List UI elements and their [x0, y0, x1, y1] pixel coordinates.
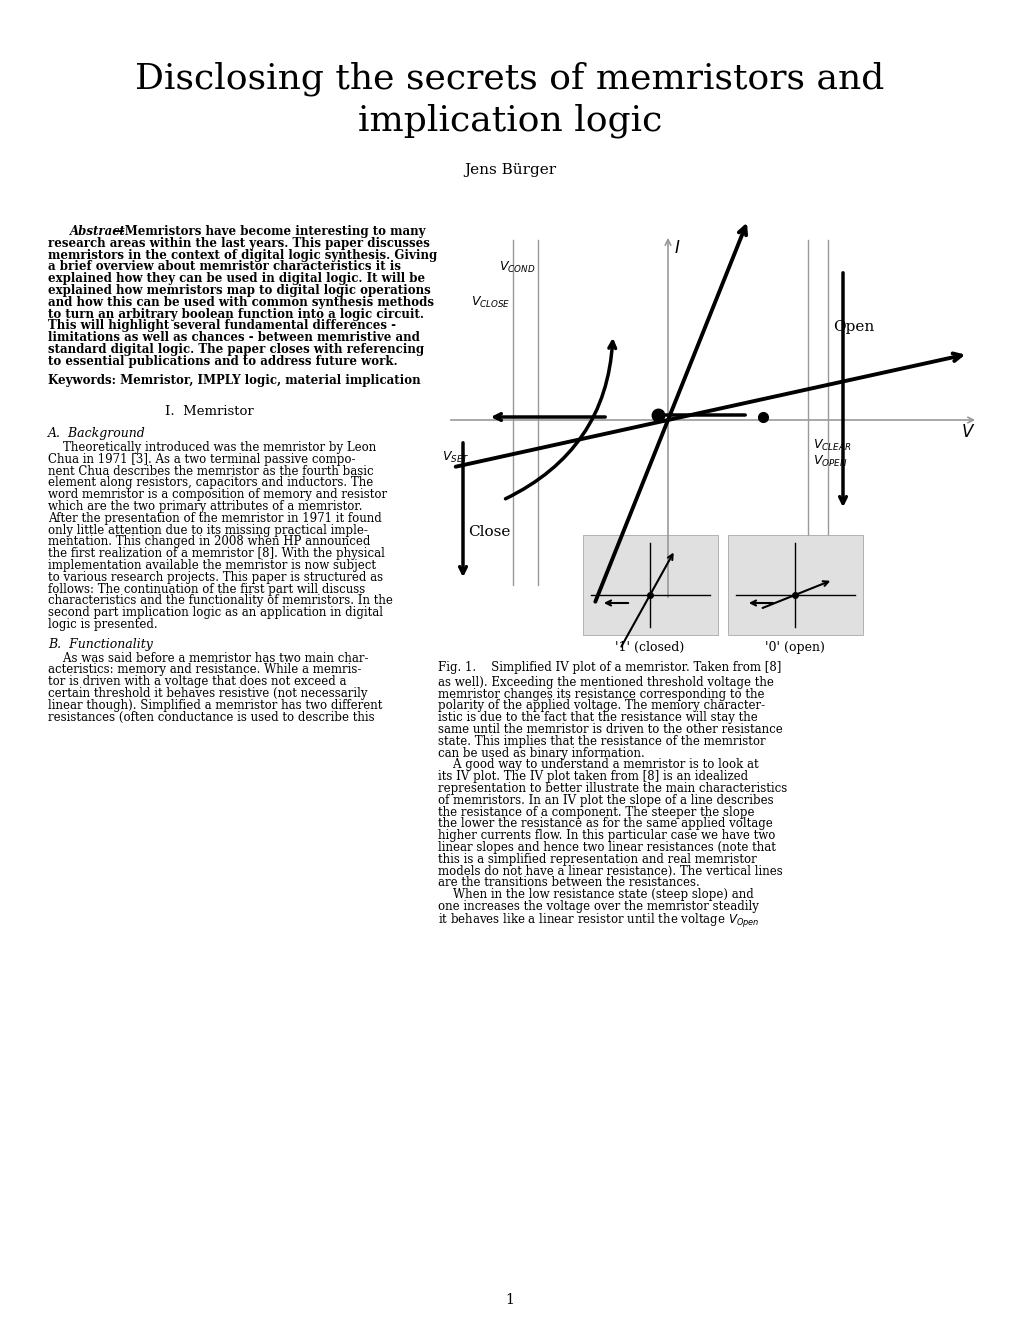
Text: implementation available the memristor is now subject: implementation available the memristor i… — [48, 558, 376, 572]
Text: tor is driven with a voltage that does not exceed a: tor is driven with a voltage that does n… — [48, 676, 346, 688]
Text: element along resistors, capacitors and inductors. The: element along resistors, capacitors and … — [48, 477, 373, 490]
Text: resistances (often conductance is used to describe this: resistances (often conductance is used t… — [48, 710, 374, 723]
Text: as well). Exceeding the mentioned threshold voltage the: as well). Exceeding the mentioned thresh… — [437, 676, 773, 689]
Text: which are the two primary attributes of a memristor.: which are the two primary attributes of … — [48, 500, 362, 513]
Text: certain threshold it behaves resistive (not necessarily: certain threshold it behaves resistive (… — [48, 686, 367, 700]
Text: 1: 1 — [505, 1294, 514, 1307]
Text: nent Chua describes the memristor as the fourth basic: nent Chua describes the memristor as the… — [48, 465, 373, 478]
Text: and how this can be used with common synthesis methods: and how this can be used with common syn… — [48, 296, 433, 309]
Text: $V_{CLEAR}$: $V_{CLEAR}$ — [812, 438, 851, 453]
Text: Theoretically introduced was the memristor by Leon: Theoretically introduced was the memrist… — [48, 441, 376, 454]
Text: linear though). Simplified a memristor has two different: linear though). Simplified a memristor h… — [48, 698, 382, 711]
Text: Disclosing the secrets of memristors and: Disclosing the secrets of memristors and — [136, 62, 883, 96]
Text: to various research projects. This paper is structured as: to various research projects. This paper… — [48, 570, 383, 583]
Text: only little attention due to its missing practical imple-: only little attention due to its missing… — [48, 524, 368, 537]
Text: This will highlight several fundamental differences -: This will highlight several fundamental … — [48, 319, 395, 333]
Text: the first realization of a memristor [8]. With the physical: the first realization of a memristor [8]… — [48, 548, 384, 560]
Text: limitations as well as chances - between memristive and: limitations as well as chances - between… — [48, 331, 420, 345]
Text: one increases the voltage over the memristor steadily: one increases the voltage over the memri… — [437, 900, 758, 913]
Text: Close: Close — [468, 525, 510, 539]
Text: this is a simplified representation and real memristor: this is a simplified representation and … — [437, 853, 756, 866]
Text: $V_{COND}$: $V_{COND}$ — [498, 260, 535, 275]
Text: can be used as binary information.: can be used as binary information. — [437, 747, 644, 759]
Text: state. This implies that the resistance of the memristor: state. This implies that the resistance … — [437, 735, 765, 748]
Text: research areas within the last years. This paper discusses: research areas within the last years. Th… — [48, 236, 429, 249]
Text: the resistance of a component. The steeper the slope: the resistance of a component. The steep… — [437, 805, 754, 818]
Bar — [728, 535, 862, 635]
Text: Jens Bürger: Jens Bürger — [464, 162, 555, 177]
Text: the lower the resistance as for the same applied voltage: the lower the resistance as for the same… — [437, 817, 772, 830]
Bar — [583, 535, 717, 635]
Text: $V$: $V$ — [960, 424, 974, 441]
Text: its IV plot. The IV plot taken from [8] is an idealized: its IV plot. The IV plot taken from [8] … — [437, 770, 747, 783]
Text: Chua in 1971 [3]. As a two terminal passive compo-: Chua in 1971 [3]. As a two terminal pass… — [48, 453, 356, 466]
Text: higher currents flow. In this particular case we have two: higher currents flow. In this particular… — [437, 829, 774, 842]
Text: B.  Functionality: B. Functionality — [48, 638, 153, 651]
Text: it behaves like a linear resistor until the voltage $V_{Open}$: it behaves like a linear resistor until … — [437, 912, 759, 929]
Text: characteristics and the functionality of memristors. In the: characteristics and the functionality of… — [48, 594, 392, 607]
Text: A good way to understand a memristor is to look at: A good way to understand a memristor is … — [437, 759, 758, 771]
Text: I.  Memristor: I. Memristor — [164, 405, 253, 418]
Text: second part implication logic as an application in digital: second part implication logic as an appl… — [48, 606, 382, 619]
Text: After the presentation of the memristor in 1971 it found: After the presentation of the memristor … — [48, 512, 381, 525]
Text: word memristor is a composition of memory and resistor: word memristor is a composition of memor… — [48, 488, 387, 502]
Text: '0' (open): '0' (open) — [764, 642, 824, 653]
Text: explained how memristors map to digital logic operations: explained how memristors map to digital … — [48, 284, 430, 297]
Text: Fig. 1.    Simplified IV plot of a memristor. Taken from [8]: Fig. 1. Simplified IV plot of a memristo… — [437, 661, 781, 675]
Text: memristor changes its resistance corresponding to the: memristor changes its resistance corresp… — [437, 688, 764, 701]
Text: to turn an arbitrary boolean function into a logic circuit.: to turn an arbitrary boolean function in… — [48, 308, 424, 321]
Text: are the transitions between the resistances.: are the transitions between the resistan… — [437, 876, 699, 890]
Text: standard digital logic. The paper closes with referencing: standard digital logic. The paper closes… — [48, 343, 424, 356]
Text: representation to better illustrate the main characteristics: representation to better illustrate the … — [437, 781, 787, 795]
Text: $V_{CLOSE}$: $V_{CLOSE}$ — [470, 294, 510, 310]
Text: Abstract: Abstract — [70, 224, 125, 238]
Text: linear slopes and hence two linear resistances (note that: linear slopes and hence two linear resis… — [437, 841, 775, 854]
Text: $V_{SET}$: $V_{SET}$ — [442, 450, 470, 465]
Text: $I$: $I$ — [674, 240, 680, 257]
Text: istic is due to the fact that the resistance will stay the: istic is due to the fact that the resist… — [437, 711, 757, 725]
Text: logic is presented.: logic is presented. — [48, 618, 158, 631]
Text: explained how they can be used in digital logic. It will be: explained how they can be used in digita… — [48, 272, 425, 285]
Text: implication logic: implication logic — [358, 104, 661, 139]
Text: to essential publications and to address future work.: to essential publications and to address… — [48, 355, 397, 368]
Text: memristors in the context of digital logic synthesis. Giving: memristors in the context of digital log… — [48, 248, 437, 261]
Text: a brief overview about memristor characteristics it is: a brief overview about memristor charact… — [48, 260, 400, 273]
Text: Keywords: Memristor, IMPLY logic, material implication: Keywords: Memristor, IMPLY logic, materi… — [48, 374, 420, 387]
Text: A.  Background: A. Background — [48, 428, 146, 440]
Text: '1' (closed): '1' (closed) — [614, 642, 684, 653]
Text: $V_{OPEN}$: $V_{OPEN}$ — [812, 454, 847, 469]
Text: —Memristors have become interesting to many: —Memristors have become interesting to m… — [113, 224, 425, 238]
Text: mentation. This changed in 2008 when HP announced: mentation. This changed in 2008 when HP … — [48, 536, 370, 548]
Text: As was said before a memristor has two main char-: As was said before a memristor has two m… — [48, 652, 368, 664]
Text: acteristics: memory and resistance. While a memris-: acteristics: memory and resistance. Whil… — [48, 664, 361, 676]
Text: models do not have a linear resistance). The vertical lines: models do not have a linear resistance).… — [437, 865, 782, 878]
Text: follows: The continuation of the first part will discuss: follows: The continuation of the first p… — [48, 582, 365, 595]
Text: When in the low resistance state (steep slope) and: When in the low resistance state (steep … — [437, 888, 753, 902]
Text: of memristors. In an IV plot the slope of a line describes: of memristors. In an IV plot the slope o… — [437, 793, 772, 807]
Text: polarity of the applied voltage. The memory character-: polarity of the applied voltage. The mem… — [437, 700, 764, 713]
Text: same until the memristor is driven to the other resistance: same until the memristor is driven to th… — [437, 723, 782, 737]
Text: Open: Open — [833, 319, 873, 334]
